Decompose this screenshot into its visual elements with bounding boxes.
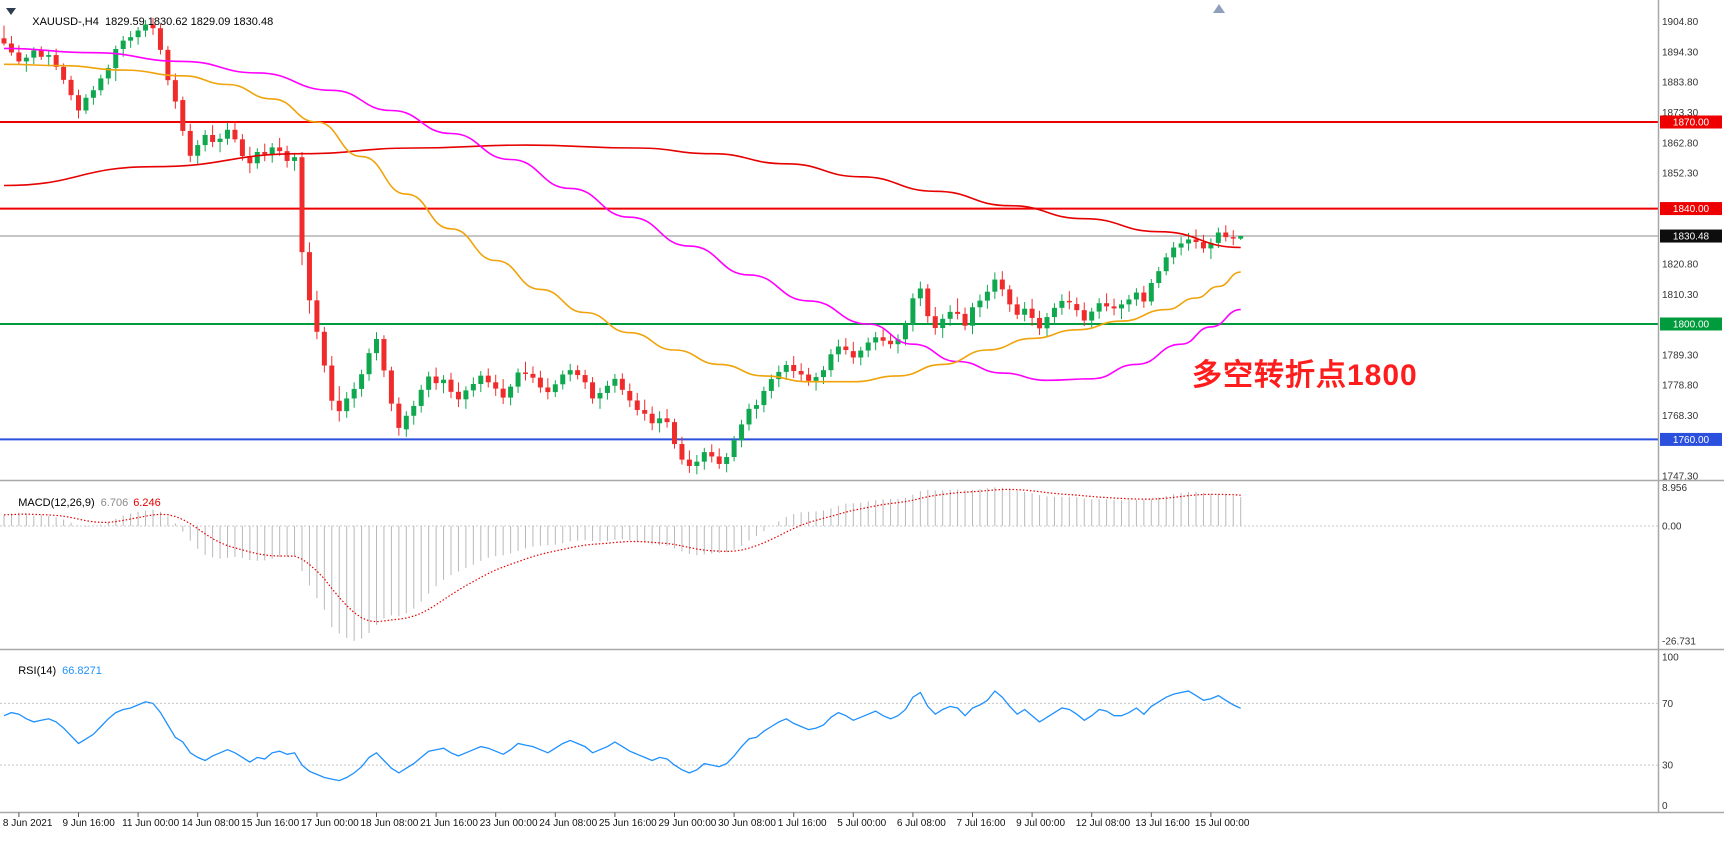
price-badge: 1870.00 [1660, 115, 1722, 129]
svg-text:5 Jul 00:00: 5 Jul 00:00 [837, 818, 886, 829]
svg-text:1830.48: 1830.48 [1673, 232, 1710, 243]
svg-text:1 Jul 16:00: 1 Jul 16:00 [778, 818, 827, 829]
svg-text:1760.00: 1760.00 [1673, 435, 1710, 446]
svg-text:14 Jun 08:00: 14 Jun 08:00 [182, 818, 240, 829]
svg-text:1904.80: 1904.80 [1662, 17, 1699, 28]
macd-histogram [3, 487, 1242, 641]
svg-text:13 Jul 16:00: 13 Jul 16:00 [1135, 818, 1190, 829]
svg-text:1810.30: 1810.30 [1662, 290, 1699, 301]
svg-text:9 Jul 00:00: 9 Jul 00:00 [1016, 818, 1065, 829]
svg-text:30 Jun 08:00: 30 Jun 08:00 [718, 818, 776, 829]
svg-text:1778.80: 1778.80 [1662, 381, 1699, 392]
collapse-arrow-icon[interactable] [6, 8, 16, 15]
rsi-line [3, 690, 1241, 782]
svg-text:24 Jun 08:00: 24 Jun 08:00 [539, 818, 597, 829]
svg-text:-26.731: -26.731 [1662, 636, 1696, 647]
svg-text:23 Jun 00:00: 23 Jun 00:00 [480, 818, 538, 829]
svg-text:0: 0 [1662, 801, 1668, 812]
svg-text:29 Jun 00:00: 29 Jun 00:00 [659, 818, 717, 829]
svg-text:1870.00: 1870.00 [1673, 118, 1710, 129]
macd-main-value: 6.706 [100, 497, 129, 509]
rsi-indicator-title: RSI(14) 66.8271 [6, 653, 102, 689]
chart-title: XAUUSD-,H4 1829.59 1830.62 1829.09 1830.… [20, 4, 273, 40]
svg-text:8 Jun 2021: 8 Jun 2021 [3, 818, 53, 829]
svg-text:11 Jun 00:00: 11 Jun 00:00 [122, 818, 180, 829]
svg-text:1862.80: 1862.80 [1662, 138, 1699, 149]
price-badge: 1800.00 [1660, 317, 1722, 331]
symbol-ohlc-text: XAUUSD-,H4 1829.59 1830.62 1829.09 1830.… [32, 16, 274, 28]
svg-text:30: 30 [1662, 761, 1674, 772]
chart-text-annotation[interactable]: 多空转折点1800 [1192, 359, 1418, 392]
svg-text:18 Jun 08:00: 18 Jun 08:00 [361, 818, 419, 829]
svg-text:1840.00: 1840.00 [1673, 204, 1710, 215]
svg-text:100: 100 [1662, 653, 1679, 664]
svg-text:1852.30: 1852.30 [1662, 169, 1699, 180]
svg-text:1768.30: 1768.30 [1662, 411, 1699, 422]
macd-signal-value: 6.246 [133, 497, 161, 509]
macd-signal-line [3, 488, 1241, 623]
rsi-label: RSI(14) [18, 665, 57, 677]
svg-text:0.00: 0.00 [1662, 522, 1682, 533]
time-axis[interactable]: 8 Jun 2021 9 Jun 16:00 11 Jun 00:00 14 Jun … [3, 812, 1250, 830]
price-badge: 1760.00 [1660, 432, 1722, 446]
svg-text:1789.30: 1789.30 [1662, 350, 1699, 361]
macd-label: MACD(12,26,9) [18, 497, 95, 509]
price-badge: 1830.48 [1660, 229, 1722, 243]
svg-text:15 Jun 16:00: 15 Jun 16:00 [241, 818, 299, 829]
svg-text:12 Jul 08:00: 12 Jul 08:00 [1076, 818, 1131, 829]
svg-text:25 Jun 16:00: 25 Jun 16:00 [599, 818, 657, 829]
svg-text:21 Jun 16:00: 21 Jun 16:00 [420, 818, 478, 829]
svg-text:17 Jun 00:00: 17 Jun 00:00 [301, 818, 359, 829]
ma-slow-red-line [3, 144, 1241, 249]
svg-text:1747.30: 1747.30 [1662, 472, 1699, 483]
svg-text:1894.30: 1894.30 [1662, 47, 1699, 58]
svg-text:15 Jul 00:00: 15 Jul 00:00 [1195, 818, 1250, 829]
svg-text:9 Jun 16:00: 9 Jun 16:00 [63, 818, 116, 829]
chart-shift-marker-icon[interactable] [1213, 4, 1225, 13]
rsi-value: 66.8271 [62, 665, 102, 677]
price-badge: 1840.00 [1660, 202, 1722, 216]
svg-text:8.956: 8.956 [1662, 483, 1687, 494]
svg-text:1820.80: 1820.80 [1662, 259, 1699, 270]
ma-mid-magenta-line [3, 47, 1241, 382]
svg-text:7 Jul 16:00: 7 Jul 16:00 [957, 818, 1006, 829]
svg-text:1883.80: 1883.80 [1662, 78, 1699, 89]
macd-indicator-title: MACD(12,26,9) 6.706 6.246 [6, 485, 161, 521]
svg-text:6 Jul 08:00: 6 Jul 08:00 [897, 818, 946, 829]
svg-text:70: 70 [1662, 699, 1674, 710]
ma-fast-orange-line [3, 63, 1241, 383]
svg-text:1800.00: 1800.00 [1673, 319, 1710, 330]
horizontal-lines[interactable] [0, 121, 1658, 441]
candles-layer [1, 17, 1244, 475]
svg-text:1873.30: 1873.30 [1662, 108, 1699, 119]
